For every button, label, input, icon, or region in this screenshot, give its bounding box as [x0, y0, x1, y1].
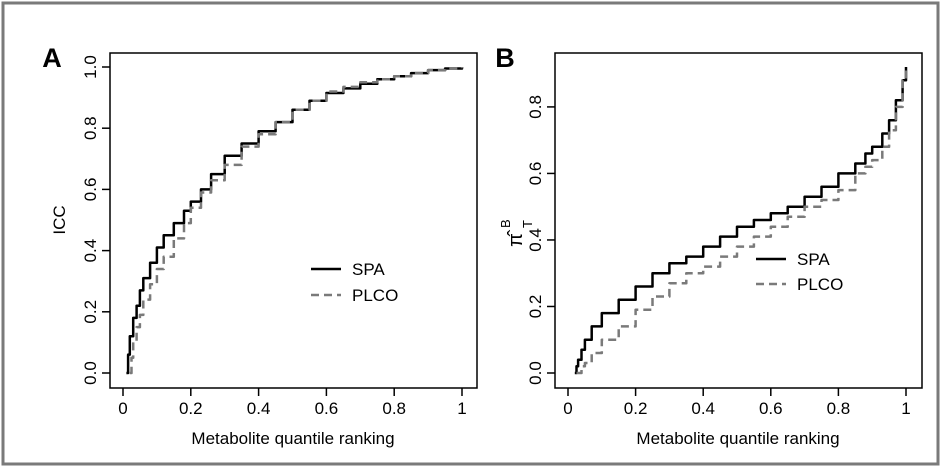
legend: SPA PLCO: [311, 260, 398, 305]
x-tick-label: 0.8: [382, 399, 406, 418]
series-line-spa: [574, 67, 908, 375]
plot-area-border: [554, 52, 923, 389]
x-tick-label: 1: [901, 399, 910, 418]
x-tick-label: 0.8: [827, 399, 851, 418]
y-tick-label: 0.4: [81, 239, 100, 263]
x-tick-label: 0.2: [624, 399, 648, 418]
y-tick-label: 0.2: [526, 295, 545, 319]
panel-label: B: [495, 43, 515, 73]
panel-label: A: [42, 43, 62, 73]
x-tick-label: 0: [563, 399, 572, 418]
legend-label-spa: SPA: [352, 260, 385, 279]
legend-label-plco: PLCO: [352, 286, 398, 305]
x-axis-label: Metabolite quantile ranking: [191, 429, 394, 448]
series-layer: [126, 67, 464, 375]
x-tick-label: 0.6: [315, 399, 339, 418]
y-axis-label-symbol: π̂: [505, 229, 527, 247]
x-tick-label: 0: [118, 399, 127, 418]
legend-label-spa: SPA: [797, 250, 830, 269]
legend: SPA PLCO: [756, 250, 843, 294]
axis-ticks: 0 0.2 0.4 0.6 0.8 1 0.0 0.2 0.4 0.6 0.8 1.0: [81, 55, 467, 418]
y-tick-label: 0.4: [526, 228, 545, 252]
x-tick-label: 0.4: [691, 399, 715, 418]
x-tick-label: 0.6: [759, 399, 783, 418]
series-line-plco: [129, 67, 464, 375]
y-tick-label: 0.8: [526, 95, 545, 119]
x-tick-label: 0.2: [179, 399, 203, 418]
series-layer: [574, 67, 908, 375]
y-tick-label: 0.6: [526, 162, 545, 186]
y-axis-label: ICC: [50, 205, 69, 234]
y-tick-label: 0.0: [526, 361, 545, 385]
y-axis-label-subscript: T: [520, 220, 535, 228]
x-axis-label: Metabolite quantile ranking: [636, 429, 839, 448]
axis-ticks: 0 0.2 0.4 0.6 0.8 1 0.0 0.2 0.4 0.6 0.8: [526, 95, 911, 418]
y-axis-label-superscript: B: [498, 219, 513, 228]
y-tick-label: 0.8: [81, 116, 100, 140]
y-tick-label: 1.0: [81, 55, 100, 79]
x-tick-label: 1: [457, 399, 466, 418]
y-tick-label: 0.0: [81, 361, 100, 385]
series-line-plco: [576, 67, 908, 375]
y-tick-label: 0.2: [81, 300, 100, 324]
legend-label-plco: PLCO: [797, 275, 843, 294]
y-axis-label: π̂ B T: [498, 219, 535, 247]
y-tick-label: 0.6: [81, 178, 100, 202]
panel-a: A Metabolite quantile ranking ICC 0 0.2 0.…: [42, 43, 478, 448]
panel-b: B Metabolite quantile ranking π̂ B T 0 0.…: [495, 43, 923, 448]
plot-area-border: [109, 52, 478, 389]
x-tick-label: 0.4: [247, 399, 271, 418]
